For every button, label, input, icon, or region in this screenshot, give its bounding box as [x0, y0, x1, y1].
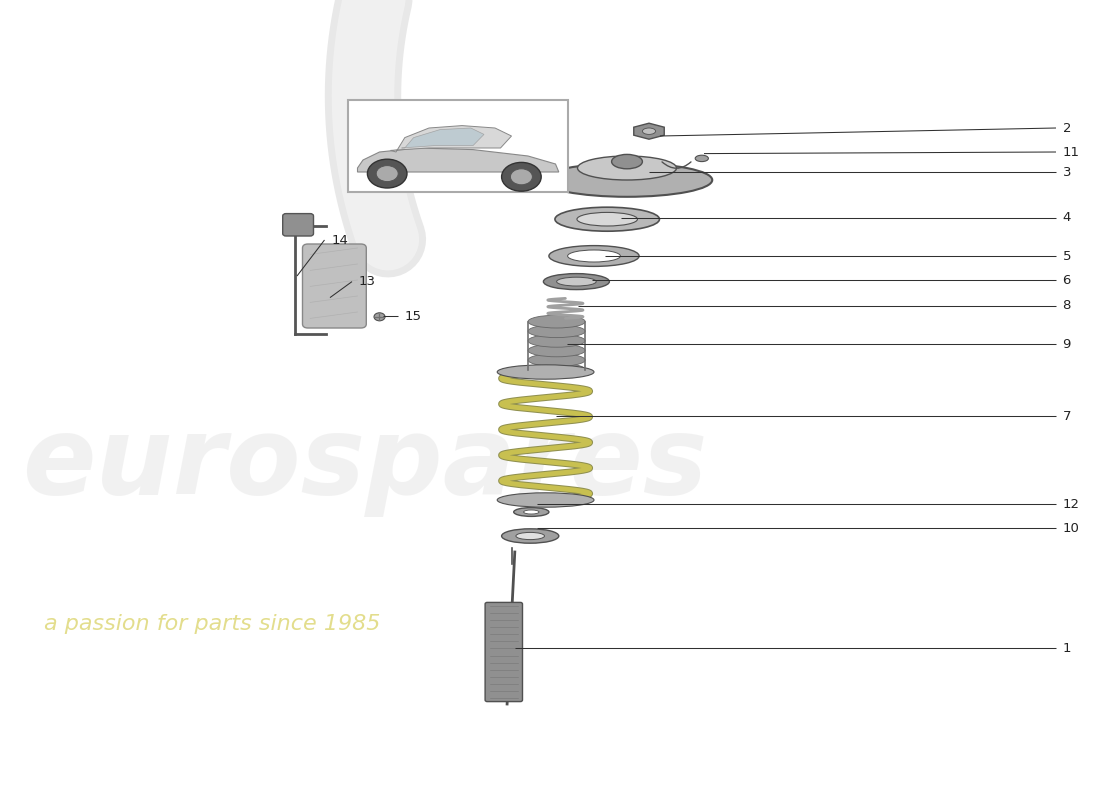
Ellipse shape — [612, 154, 642, 169]
Circle shape — [502, 162, 541, 191]
Text: 9: 9 — [1063, 338, 1071, 350]
Ellipse shape — [497, 493, 594, 507]
Ellipse shape — [528, 354, 585, 366]
Ellipse shape — [528, 315, 585, 328]
FancyBboxPatch shape — [302, 244, 366, 328]
Ellipse shape — [578, 156, 676, 180]
Ellipse shape — [541, 163, 713, 197]
Ellipse shape — [528, 334, 585, 347]
Ellipse shape — [557, 278, 596, 286]
Circle shape — [367, 159, 407, 188]
Ellipse shape — [514, 508, 549, 517]
Text: a passion for parts since 1985: a passion for parts since 1985 — [44, 614, 381, 634]
Ellipse shape — [502, 529, 559, 543]
Ellipse shape — [549, 246, 639, 266]
Ellipse shape — [556, 207, 660, 231]
Text: 6: 6 — [1063, 274, 1071, 286]
Ellipse shape — [528, 325, 585, 338]
Polygon shape — [402, 128, 484, 148]
Bar — [348, 100, 568, 192]
Text: 3: 3 — [1063, 166, 1071, 178]
Text: 8: 8 — [1063, 299, 1071, 312]
Ellipse shape — [543, 274, 609, 290]
Circle shape — [510, 169, 532, 185]
Ellipse shape — [374, 313, 385, 321]
Circle shape — [376, 166, 398, 182]
Text: 10: 10 — [1063, 522, 1079, 534]
Polygon shape — [390, 126, 512, 152]
Text: 15: 15 — [405, 310, 421, 322]
Text: 11: 11 — [1063, 146, 1079, 158]
Ellipse shape — [528, 363, 585, 376]
Ellipse shape — [497, 365, 594, 379]
Text: 14: 14 — [331, 234, 348, 246]
Text: 12: 12 — [1063, 498, 1079, 510]
Text: 13: 13 — [359, 275, 375, 288]
Text: eurospares: eurospares — [22, 411, 707, 517]
Ellipse shape — [524, 510, 539, 514]
FancyBboxPatch shape — [485, 602, 522, 702]
Text: 5: 5 — [1063, 250, 1071, 262]
Ellipse shape — [642, 128, 656, 134]
Polygon shape — [634, 123, 664, 139]
Ellipse shape — [516, 533, 544, 540]
Text: 1: 1 — [1063, 642, 1071, 654]
Text: 4: 4 — [1063, 211, 1071, 224]
Ellipse shape — [528, 344, 585, 357]
Ellipse shape — [568, 250, 620, 262]
Ellipse shape — [695, 155, 708, 162]
Polygon shape — [358, 148, 559, 172]
Text: 2: 2 — [1063, 122, 1071, 134]
Ellipse shape — [578, 213, 638, 226]
Text: 7: 7 — [1063, 410, 1071, 422]
FancyBboxPatch shape — [283, 214, 313, 236]
